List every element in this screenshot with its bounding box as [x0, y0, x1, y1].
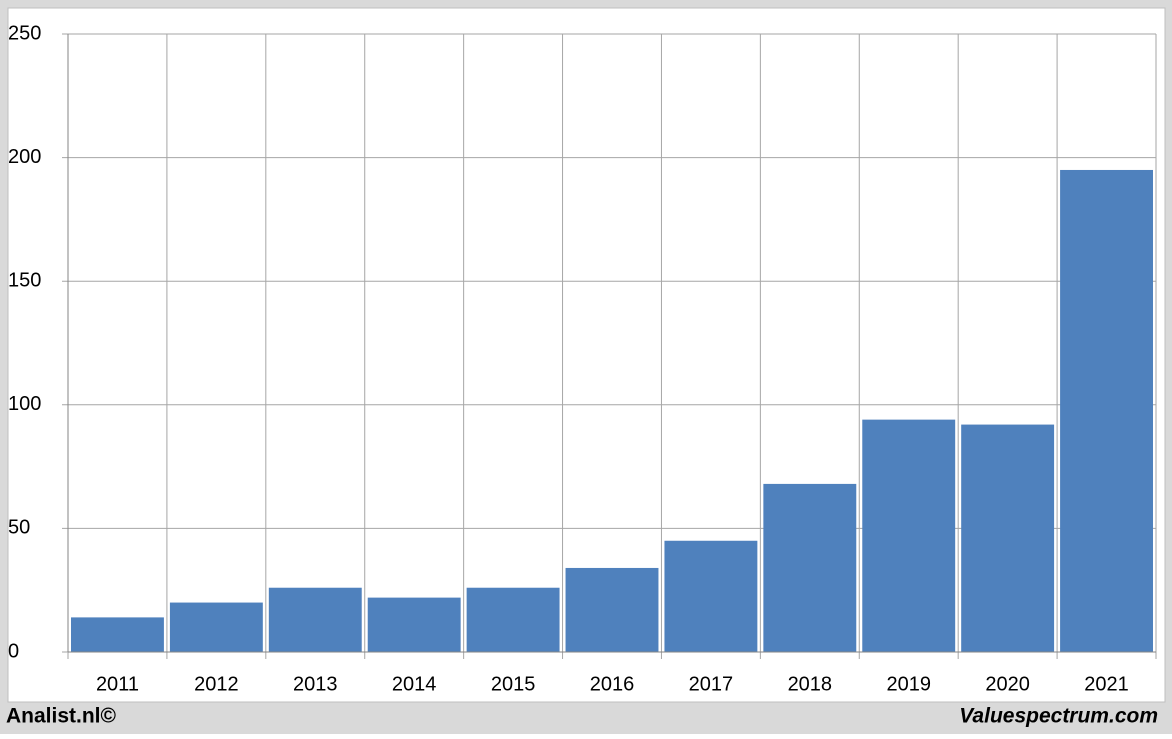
x-tick-label: 2018: [788, 673, 833, 695]
x-tick-label: 2015: [491, 673, 536, 695]
bar: [1060, 169, 1153, 652]
bar: [763, 483, 857, 652]
bar: [961, 424, 1055, 652]
bar: [862, 419, 956, 652]
bar: [268, 587, 362, 652]
x-tick-label: 2012: [194, 673, 239, 695]
y-tick-label: 0: [8, 640, 19, 662]
bar: [565, 567, 659, 652]
y-tick-label: 50: [8, 517, 30, 539]
x-tick-label: 2017: [689, 673, 734, 695]
bar: [169, 602, 263, 652]
bar: [664, 540, 758, 652]
bar: [367, 597, 461, 652]
x-tick-label: 2019: [886, 673, 931, 695]
y-tick-label: 250: [8, 22, 41, 44]
x-tick-label: 2013: [293, 673, 338, 695]
x-tick-label: 2016: [590, 673, 635, 695]
y-tick-label: 150: [8, 269, 41, 291]
x-tick-label: 2011: [96, 673, 139, 695]
bar: [466, 587, 560, 652]
y-tick-label: 200: [8, 146, 41, 168]
x-tick-label: 2014: [392, 673, 437, 695]
y-tick-label: 100: [8, 393, 41, 415]
footer-right: Valuespectrum.com: [959, 705, 1158, 728]
bar: [71, 617, 164, 652]
x-tick-label: 2020: [985, 673, 1030, 695]
x-tick-label: 2021: [1084, 673, 1129, 695]
footer-left: Analist.nl©: [6, 705, 117, 728]
